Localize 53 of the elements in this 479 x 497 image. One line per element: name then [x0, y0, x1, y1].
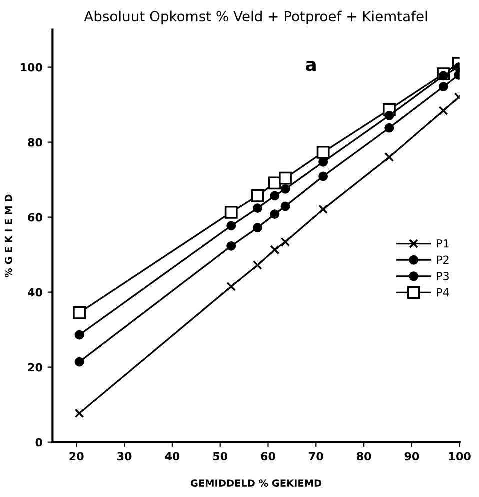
chart-title: Absoluut Opkomst % Veld + Potproef + Kiemtafel [84, 10, 428, 24]
point [252, 260, 262, 270]
x-tick-label: 80 [356, 452, 372, 461]
point [270, 210, 280, 220]
legend-label: P1 [437, 240, 449, 248]
point [384, 123, 394, 133]
point [316, 146, 330, 159]
y-tick-label: 60 [28, 213, 42, 222]
point [268, 176, 282, 190]
point [74, 357, 84, 367]
point [438, 106, 448, 116]
point [438, 71, 448, 81]
point [280, 184, 290, 194]
point [270, 191, 280, 201]
point [280, 237, 290, 247]
x-tick-label: 90 [404, 452, 420, 461]
point [73, 306, 86, 320]
y-tick-label: 100 [21, 63, 42, 72]
y-tick-label: 0 [36, 438, 42, 447]
point [226, 221, 236, 231]
x-tick-label: 20 [70, 452, 84, 461]
annotation: a [306, 60, 316, 72]
y-tick-label: 40 [28, 288, 42, 297]
point [224, 206, 238, 219]
y-tick-label: 20 [28, 363, 42, 372]
point [252, 204, 262, 214]
x-axis-title: GEMIDDELD % GEKIEMD [190, 480, 322, 487]
x-tick-label: 30 [118, 452, 132, 461]
point [438, 82, 448, 92]
point [318, 172, 328, 182]
y-axis-title: % G E K I E M D [4, 194, 12, 278]
point [74, 408, 84, 418]
point [270, 245, 280, 255]
point [384, 110, 394, 120]
x-tick-label: 40 [165, 452, 180, 461]
point [280, 202, 290, 212]
x-tick-label: 100 [449, 452, 471, 461]
point [226, 282, 236, 292]
legend-label: P4 [437, 288, 450, 297]
x-tick-label: 50 [213, 452, 228, 461]
legend-label: P2 [437, 256, 449, 264]
point [226, 241, 236, 251]
point [384, 152, 394, 162]
point [318, 204, 328, 214]
point [279, 172, 292, 185]
point [318, 157, 328, 167]
x-tick-label: 60 [261, 452, 276, 461]
x-tick-label: 70 [309, 452, 324, 461]
y-tick-label: 80 [28, 138, 42, 147]
point [252, 223, 262, 233]
point [74, 330, 84, 340]
point [251, 189, 264, 202]
legend-label: P3 [437, 272, 449, 280]
